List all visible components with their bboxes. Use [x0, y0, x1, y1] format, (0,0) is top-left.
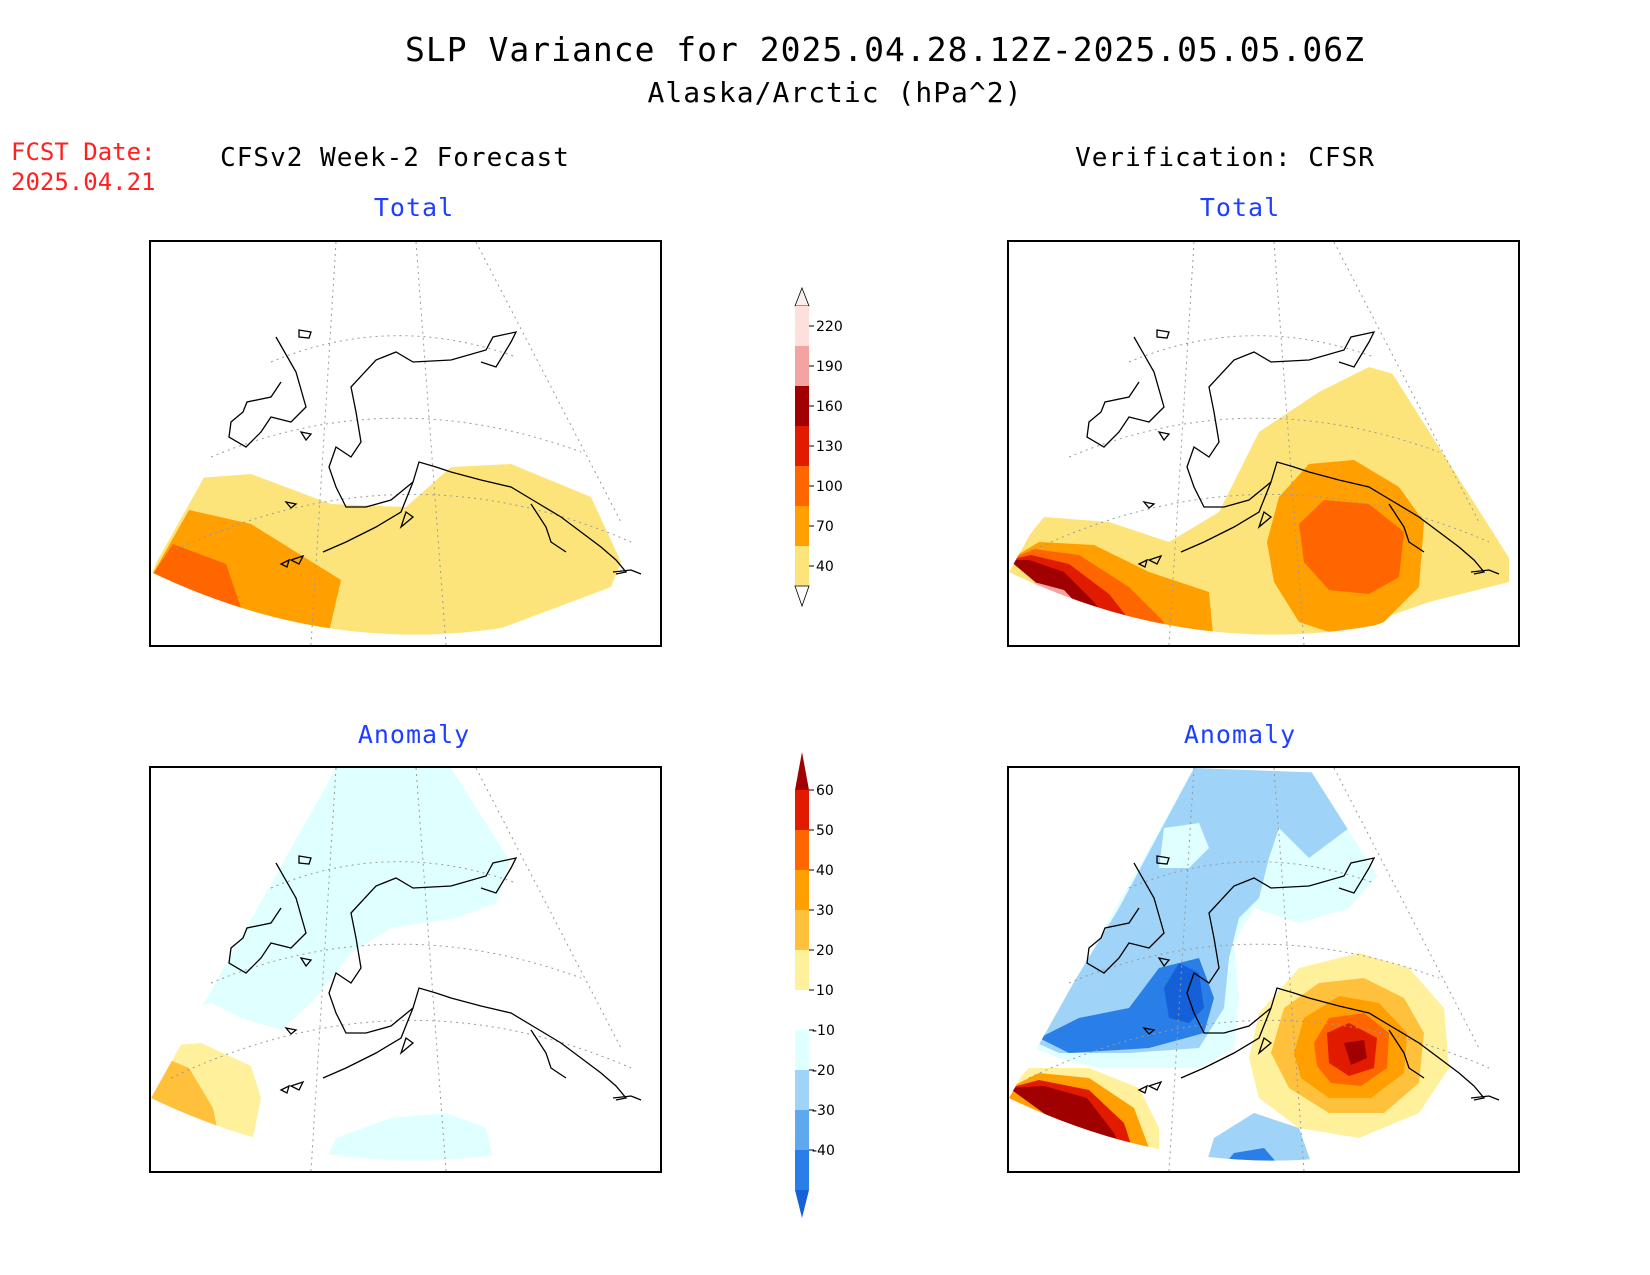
shading-verification-total: [1009, 367, 1509, 645]
map-forecast-anomaly: [149, 766, 662, 1173]
colorbar-total-tick: 130: [816, 439, 843, 455]
colorbar-anomaly: 60 50 40 30 20 10 -10 -20 -30 -40: [795, 752, 835, 1218]
colorbar-total-tick: 190: [816, 359, 843, 375]
colorbar-anomaly-tick: -40: [812, 1143, 835, 1159]
coastline: [228, 855, 642, 1101]
colorbar-anomaly-tick: 50: [816, 823, 834, 839]
fcst-date-label: FCST Date:: [11, 138, 156, 166]
colorbar-total-tick: 100: [816, 479, 843, 495]
colorbar-anomaly-tick: 30: [816, 903, 834, 919]
fcst-date-value: 2025.04.21: [11, 168, 156, 196]
colorbar-anomaly-tick: -10: [812, 1023, 835, 1039]
colorbar-anomaly-tick: -30: [812, 1103, 835, 1119]
panel-title-forecast-total: Total: [373, 193, 455, 222]
colorbar-total-tick: 160: [816, 399, 843, 415]
coastline: [1086, 329, 1500, 575]
colorbar-total-tick: 70: [816, 519, 834, 535]
map-forecast-total: [149, 240, 662, 647]
graticule: [1028, 768, 1490, 1171]
graticule: [1028, 242, 1490, 645]
graticule: [170, 242, 632, 645]
map-verification-anomaly: [1007, 766, 1520, 1173]
main-title: SLP Variance for 2025.04.28.12Z-2025.05.…: [405, 30, 1365, 69]
panel-title-verification-total: Total: [1199, 193, 1281, 222]
colorbar-anomaly-tick: 10: [816, 983, 834, 999]
domain-mask: [1009, 768, 1518, 1171]
shading-forecast-anomaly: [151, 768, 511, 1171]
panel-title-verification-anomaly: Anomaly: [1183, 720, 1297, 749]
domain-mask: [151, 768, 660, 1171]
colorbar-anomaly-tick: 40: [816, 863, 834, 879]
colorbar-total: 220 190 160 130 100 70 40: [794, 286, 843, 608]
main-subtitle: Alaska/Arctic (hPa^2): [647, 76, 1023, 109]
coastline: [228, 329, 642, 575]
colorbar-anomaly-tick: -20: [812, 1063, 835, 1079]
panel-title-forecast-anomaly: Anomaly: [357, 720, 471, 749]
domain-mask: [1009, 242, 1518, 645]
coastline: [1086, 855, 1500, 1101]
domain-mask: [151, 242, 660, 645]
colorbar-total-tick: 40: [816, 559, 834, 575]
graticule: [170, 768, 632, 1171]
shading-verification-anomaly: [1009, 768, 1449, 1171]
colorbar-anomaly-tick: 60: [816, 783, 834, 799]
map-verification-total: [1007, 240, 1520, 647]
colorbar-anomaly-tick: 20: [816, 943, 834, 959]
column-title-forecast: CFSv2 Week-2 Forecast: [220, 143, 570, 173]
column-title-verification: Verification: CFSR: [1075, 143, 1375, 173]
colorbar-total-tick: 220: [816, 319, 843, 335]
